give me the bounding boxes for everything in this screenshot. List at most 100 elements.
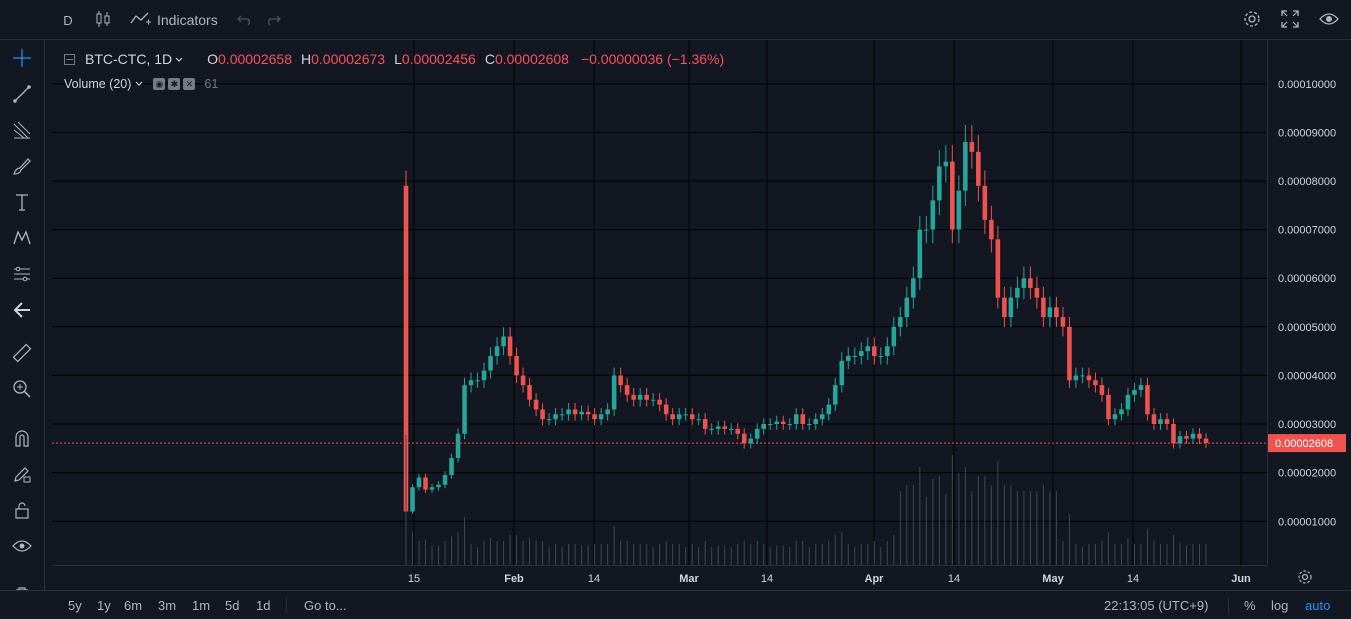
candle <box>937 150 942 216</box>
interval-button[interactable]: D <box>60 0 76 40</box>
symbol-name[interactable]: BTC-CTC, 1D <box>85 51 173 67</box>
prediction-tool[interactable] <box>8 261 36 289</box>
chart-type-button[interactable] <box>94 0 112 40</box>
zoom-tool[interactable] <box>8 376 36 404</box>
candle-body <box>963 142 968 191</box>
visibility-icon[interactable]: ◉ <box>153 78 166 90</box>
crosshair-tool[interactable] <box>8 45 36 73</box>
candle <box>715 420 721 435</box>
range-label: 6m <box>124 597 143 613</box>
percent-toggle[interactable]: % <box>1244 591 1256 619</box>
candle-body <box>501 336 506 347</box>
candle <box>852 347 858 365</box>
drawing-mode-tool[interactable] <box>8 461 36 489</box>
hide-drawings-tool[interactable] <box>8 533 36 561</box>
volume-bar <box>847 544 849 565</box>
candle-body <box>624 385 630 395</box>
volume-bar <box>646 544 648 565</box>
time-tick-label: 14 <box>761 573 773 585</box>
settings-icon[interactable]: ✱ <box>168 78 181 90</box>
log-toggle[interactable]: log <box>1271 591 1288 619</box>
volume-bar <box>782 545 784 565</box>
volume-bar <box>600 544 602 565</box>
range-1y[interactable]: 1y <box>97 591 111 619</box>
candle-body <box>969 142 975 152</box>
candle <box>618 367 623 393</box>
candle-body <box>1203 438 1209 443</box>
chevron-down-icon[interactable] <box>175 51 183 67</box>
brush-tool[interactable] <box>8 153 36 181</box>
candle <box>449 453 454 479</box>
ruler-icon <box>12 343 32 366</box>
volume-bar <box>763 544 765 565</box>
collapse-bottom-button[interactable] <box>0 591 12 619</box>
range-1d[interactable]: 1d <box>256 591 270 619</box>
crosshair-icon <box>12 48 32 71</box>
candle <box>423 473 428 493</box>
volume-bar <box>496 541 498 565</box>
candle <box>410 483 415 514</box>
candlestick-chart[interactable] <box>52 40 1267 565</box>
volume-bar <box>841 532 843 565</box>
candle-body <box>1145 385 1150 415</box>
volume-bar <box>587 545 589 565</box>
volume-bar <box>880 547 882 565</box>
candle-body <box>832 385 838 405</box>
eye-icon <box>1319 12 1339 29</box>
volume-bar <box>477 547 479 565</box>
volume-legend: Volume (20) ◉ ✱ ✕ 61 <box>64 77 218 91</box>
collapse-icon[interactable] <box>64 53 75 65</box>
low-label: L <box>394 51 402 67</box>
undo-button[interactable] <box>236 0 254 40</box>
pitchfork-tool[interactable] <box>8 117 36 145</box>
high-label: H <box>300 51 312 67</box>
price-axis[interactable]: 0.00010000 0.00009000 0.00008000 0.00007000… <box>1267 40 1351 565</box>
text-tool[interactable] <box>8 189 36 217</box>
range-5y[interactable]: 5y <box>68 591 82 619</box>
candle <box>1151 408 1157 430</box>
settings-button[interactable] <box>1242 0 1262 40</box>
volume-label[interactable]: Volume (20) <box>64 77 132 91</box>
volume-bar <box>1107 532 1109 565</box>
auto-label: auto <box>1305 597 1331 613</box>
axis-settings-button[interactable] <box>1296 568 1314 589</box>
close-icon[interactable]: ✕ <box>183 78 196 90</box>
price-tick-label: 0.00001000 <box>1278 516 1336 528</box>
timezone-button[interactable]: 22:13:05 (UTC+9) <box>1104 591 1208 619</box>
candle-body <box>579 411 584 415</box>
candle <box>1197 428 1202 444</box>
candle-body <box>780 421 786 425</box>
range-3m[interactable]: 3m <box>158 591 176 619</box>
candle <box>475 372 480 388</box>
snapshot-button[interactable] <box>1319 0 1339 40</box>
chevron-down-icon[interactable] <box>135 77 143 91</box>
range-6m[interactable]: 6m <box>124 591 142 619</box>
range-5d[interactable]: 5d <box>225 591 239 619</box>
time-tick-label: 14 <box>1127 573 1139 585</box>
goto-button[interactable]: Go to... <box>304 591 347 619</box>
lock-tool[interactable] <box>8 497 36 525</box>
volume-bar <box>776 545 778 565</box>
fullscreen-button[interactable] <box>1281 0 1299 40</box>
trendline-tool[interactable] <box>8 81 36 109</box>
volume-bar <box>802 541 804 565</box>
indicators-button[interactable]: Indicators <box>130 0 218 40</box>
range-1m[interactable]: 1m <box>192 591 210 619</box>
magnet-tool[interactable] <box>8 425 36 453</box>
auto-toggle[interactable]: auto <box>1305 591 1330 619</box>
eye-icon <box>12 539 32 556</box>
redo-button[interactable] <box>264 0 282 40</box>
candle <box>1021 266 1027 300</box>
candle-body <box>644 394 649 400</box>
measure-tool[interactable] <box>8 340 36 368</box>
volume-bar <box>548 547 550 565</box>
pattern-tool[interactable] <box>8 225 36 253</box>
back-button[interactable] <box>8 297 36 325</box>
pencil-lock-icon <box>12 464 32 487</box>
time-axis[interactable]: 15 Feb 14 Mar 14 Apr 14 May 14 Jun <box>52 565 1267 590</box>
candle <box>813 413 819 430</box>
candle-body <box>911 278 916 298</box>
volume-bar <box>737 544 739 565</box>
price-chart[interactable] <box>52 40 1267 565</box>
candle-body <box>741 433 747 444</box>
